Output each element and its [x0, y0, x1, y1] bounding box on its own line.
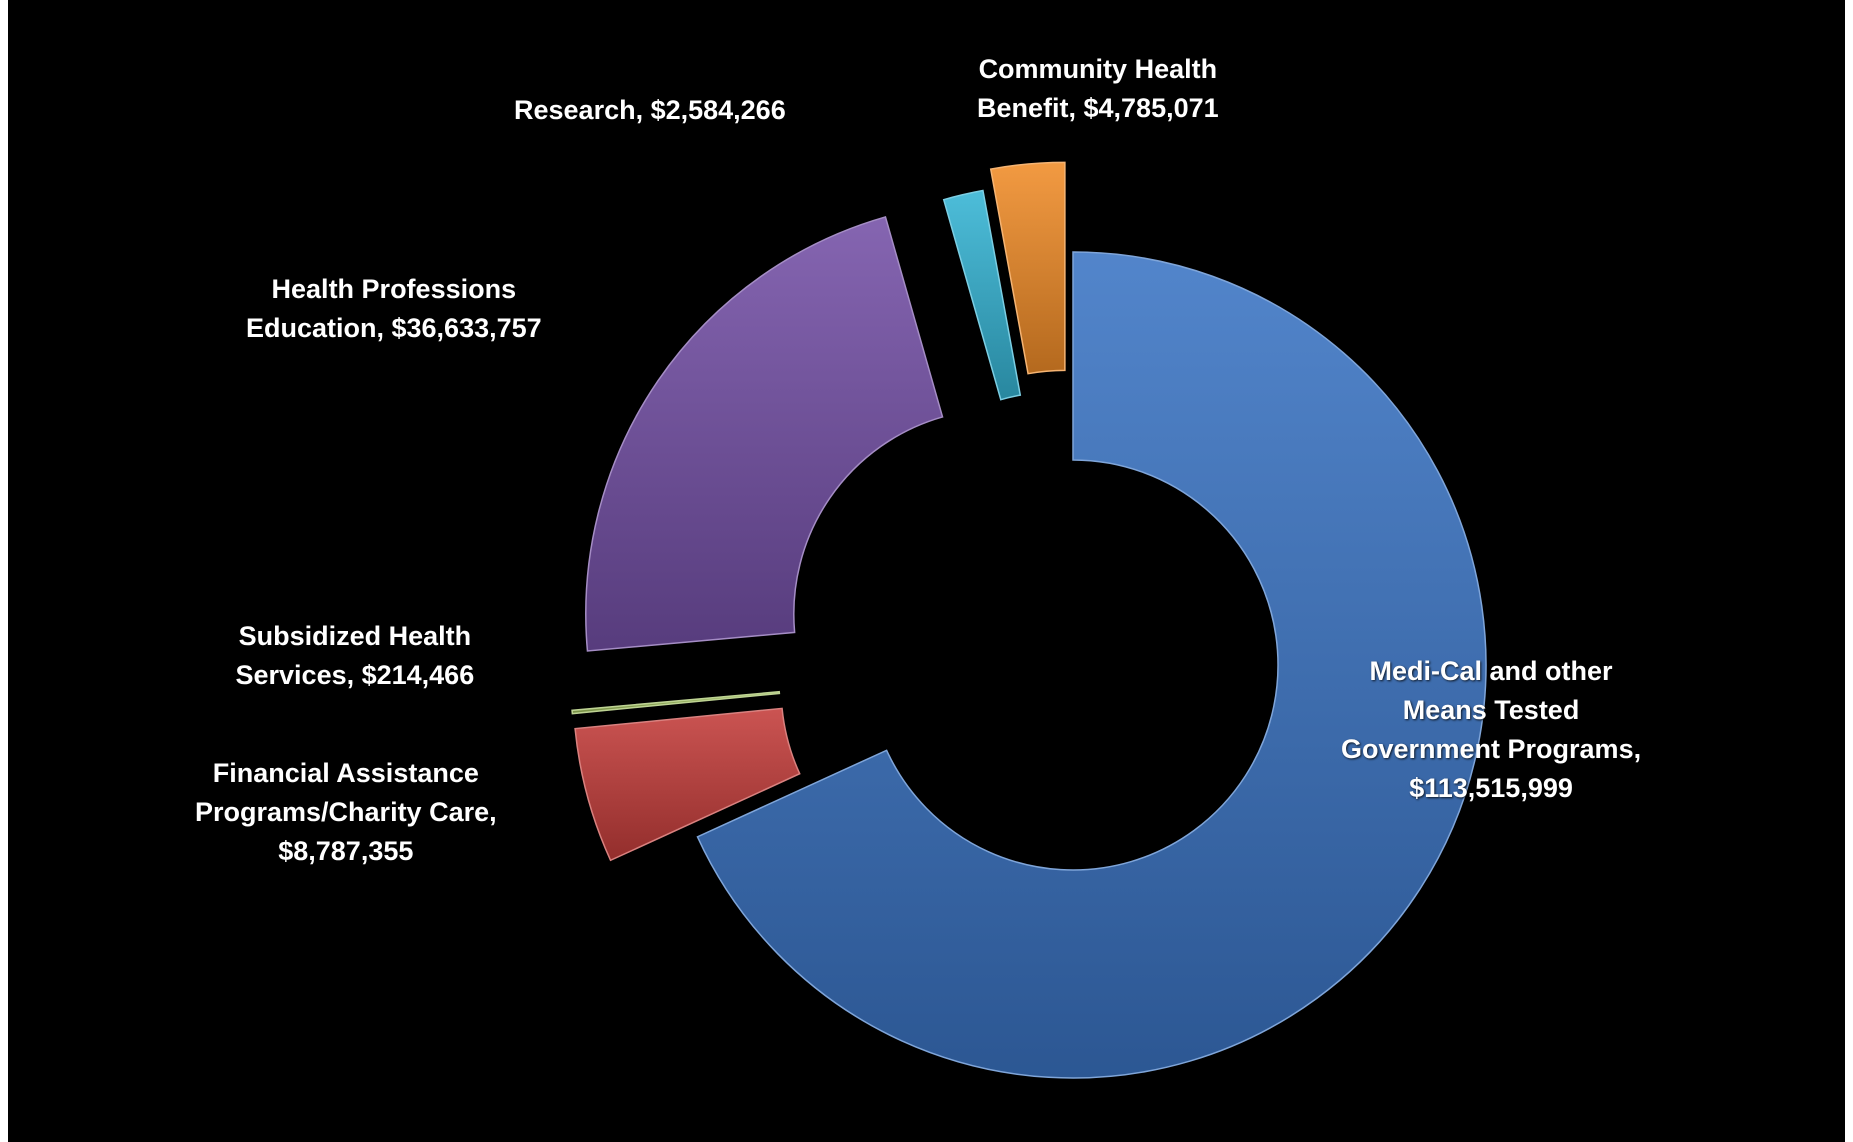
slice-label-line: Programs/Charity Care, [195, 796, 497, 827]
slice-label-medi-cal: Medi-Cal and other Means Tested Government… [1341, 652, 1641, 808]
donut-chart [571, 161, 1487, 1079]
chart-frame: Medi-Cal and other Means Tested Government… [8, 0, 1845, 1142]
slice-label-line: Benefit, $4,785,071 [977, 93, 1219, 123]
slice-label-line: Services, $214,466 [235, 660, 475, 690]
slice-label-research: Research, $2,584,266 [514, 91, 786, 130]
slice-label-subsidized-health: Subsidized Health Services, $214,466 [236, 617, 475, 695]
slice-label-charity-care: Financial Assistance Programs/Charity Car… [195, 754, 497, 871]
slice-label-line: Means Tested [1402, 695, 1580, 725]
slice-label-line: Medi-Cal and other [1369, 656, 1613, 686]
slice-community-health [989, 161, 1066, 375]
slice-label-line: Education, $36,633,757 [246, 313, 542, 343]
slice-label-line: Financial Assistance [212, 757, 479, 788]
slice-subsidized-health [571, 690, 781, 715]
slice-medi-cal [696, 251, 1487, 1079]
slice-label-line: Government Programs, [1341, 734, 1642, 764]
slice-label-line: $113,515,999 [1409, 773, 1573, 803]
slice-label-line: Health Professions [271, 274, 517, 304]
slice-label-line: Subsidized Health [238, 621, 472, 651]
slice-label-community-health: Community Health Benefit, $4,785,071 [977, 50, 1219, 128]
slice-health-professions [585, 215, 944, 652]
slice-charity-care [574, 707, 801, 862]
slice-label-line: Community Health [978, 54, 1218, 84]
slice-label-line: Research, $2,584,266 [514, 94, 786, 125]
slice-label-health-professions: Health Professions Education, $36,633,757 [246, 270, 542, 348]
slice-research [942, 189, 1022, 401]
slice-label-line: $8,787,355 [278, 835, 414, 866]
